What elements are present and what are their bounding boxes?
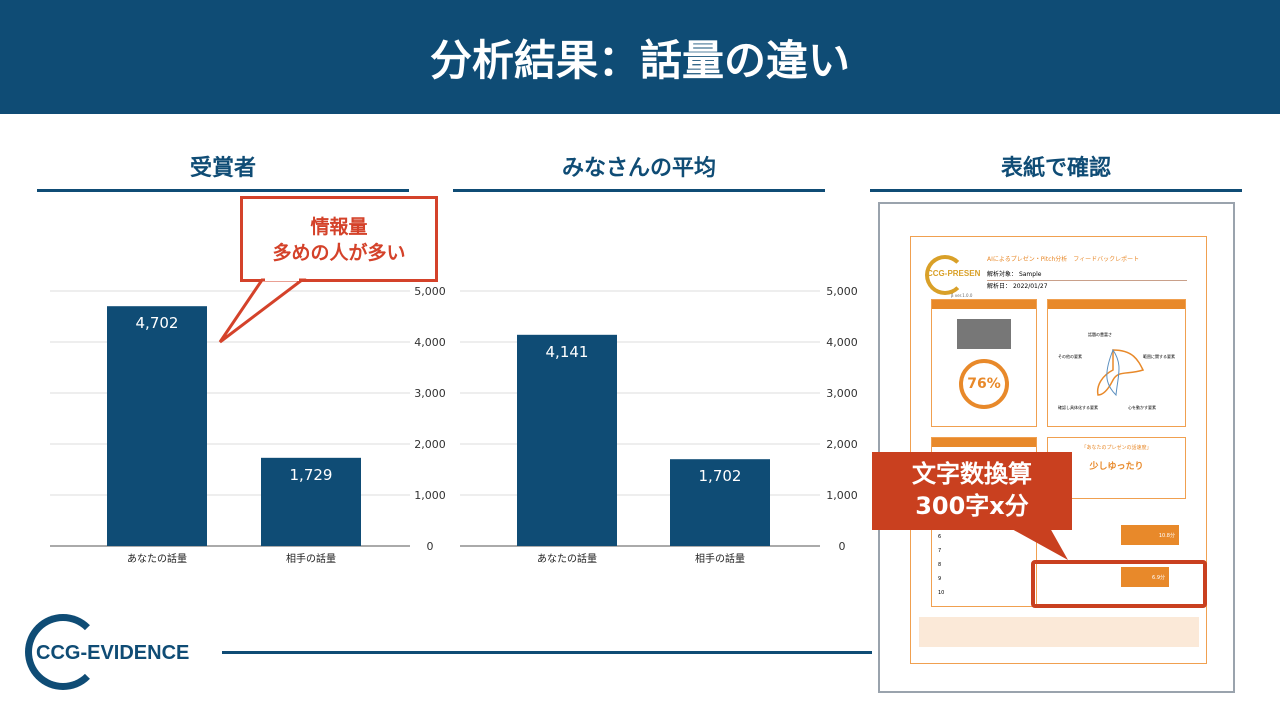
callout-line: 情報量 bbox=[310, 216, 368, 238]
y-tick-label: 0 bbox=[839, 540, 846, 553]
footer-line bbox=[222, 651, 872, 654]
y-tick-label: 2,000 bbox=[414, 438, 446, 451]
radar-label: 確認し具体化する要素 bbox=[1058, 405, 1098, 410]
callout-line: 300字x分 bbox=[915, 492, 1029, 520]
bar-2 bbox=[261, 457, 361, 546]
callout-char-conversion: 文字数換算 300字x分 bbox=[872, 452, 1072, 530]
speed-title: 「あなたのプレゼンの話速度」 bbox=[1081, 445, 1152, 451]
target-row: 解析対象： Sample bbox=[987, 269, 1187, 281]
rank: 6 bbox=[938, 534, 942, 540]
y-tick-label: 3,000 bbox=[414, 387, 446, 400]
bar-1 bbox=[517, 334, 617, 546]
label: 解析対象： bbox=[987, 271, 1018, 278]
section-title-winners: 受賞者 bbox=[189, 156, 256, 181]
presen-logo: CCG-PRESEN bbox=[927, 269, 981, 278]
char-time-bar: 6.9分 bbox=[1121, 567, 1169, 587]
version: β ver.1.0.0 bbox=[951, 293, 973, 298]
radar-label: 心を動かす要素 bbox=[1128, 405, 1156, 410]
radar-label: 範囲に関する要素 bbox=[1143, 354, 1175, 359]
slide-title: 分析結果：話量の違い bbox=[0, 0, 1280, 114]
radar-label: その他の要素 bbox=[1058, 354, 1082, 359]
score-gauge: 76% bbox=[959, 359, 1009, 409]
ranking-list: 6 7 8 9 10 bbox=[938, 530, 944, 600]
report-cover-thumbnail: CCG-PRESEN β ver.1.0.0 AIによるプレゼン・Pitch分析… bbox=[878, 202, 1235, 693]
label: 解析日： bbox=[987, 283, 1012, 290]
report-notes bbox=[919, 617, 1199, 647]
rank: 7 bbox=[938, 548, 942, 554]
data-label: 1,702 bbox=[699, 467, 742, 485]
section-title-average: みなさんの平均 bbox=[561, 156, 716, 181]
rank: 8 bbox=[938, 562, 942, 568]
y-tick-label: 5,000 bbox=[826, 285, 858, 298]
callout-info-volume: 情報量 多めの人が多い bbox=[240, 196, 438, 282]
radar-chart bbox=[1096, 348, 1145, 397]
logo-text: CCG-EVIDENCE bbox=[36, 642, 190, 664]
callout-line: 多めの人が多い bbox=[272, 242, 406, 264]
callout-line: 文字数換算 bbox=[912, 460, 1032, 488]
bar-1 bbox=[107, 306, 207, 546]
value: Sample bbox=[1018, 271, 1042, 278]
highlight-box bbox=[1031, 560, 1207, 608]
rank: 10 bbox=[938, 590, 945, 596]
y-tick-label: 4,000 bbox=[826, 336, 858, 349]
score-panel: 76% bbox=[931, 299, 1037, 427]
rank: 9 bbox=[938, 576, 942, 582]
speaker-image bbox=[957, 319, 1011, 349]
total-time-bar: 10.8分 bbox=[1121, 525, 1179, 545]
data-label: 1,729 bbox=[290, 466, 333, 484]
balance-panel: 話題の豊富さ 範囲に関する要素 心を動かす要素 確認し具体化する要素 その他の要… bbox=[1047, 299, 1186, 427]
y-tick-label: 1,000 bbox=[414, 489, 446, 502]
y-tick-label: 1,000 bbox=[826, 489, 858, 502]
divider bbox=[37, 189, 409, 192]
y-tick-label: 5,000 bbox=[414, 285, 446, 298]
divider bbox=[870, 189, 1242, 192]
presen-logo-ring bbox=[925, 255, 965, 295]
section-title-cover: 表紙で確認 bbox=[1000, 156, 1111, 181]
y-tick-label: 2,000 bbox=[826, 438, 858, 451]
radar-label: 話題の豊富さ bbox=[1088, 332, 1112, 337]
logo-ring bbox=[25, 614, 101, 690]
x-tick-label: あなたの話量 bbox=[127, 552, 187, 565]
x-tick-label: 相手の話量 bbox=[286, 552, 336, 565]
y-tick-label: 3,000 bbox=[826, 387, 858, 400]
value: 2022/01/27 bbox=[1012, 283, 1048, 290]
data-label: 4,702 bbox=[136, 314, 179, 332]
speed-value: 少しゆったり bbox=[1089, 462, 1144, 472]
bar-2 bbox=[670, 459, 770, 546]
divider bbox=[453, 189, 825, 192]
data-label: 4,141 bbox=[546, 343, 589, 361]
x-tick-label: 相手の話量 bbox=[695, 552, 745, 565]
y-tick-label: 0 bbox=[427, 540, 434, 553]
x-tick-label: あなたの話量 bbox=[537, 552, 597, 565]
date-row: 解析日： 2022/01/27 bbox=[987, 281, 1048, 290]
y-tick-label: 4,000 bbox=[414, 336, 446, 349]
report-heading: AIによるプレゼン・Pitch分析 フィードバックレポート bbox=[987, 256, 1140, 263]
